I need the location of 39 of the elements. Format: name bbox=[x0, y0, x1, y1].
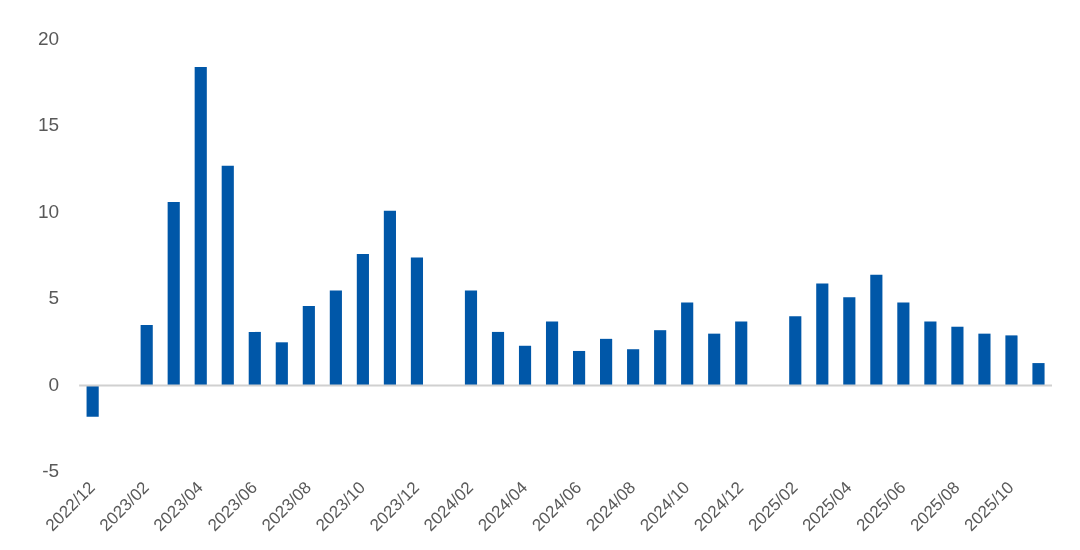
bar bbox=[545, 321, 559, 386]
bar bbox=[275, 342, 288, 386]
bar bbox=[600, 338, 613, 386]
bar bbox=[329, 290, 342, 386]
bar bbox=[924, 321, 937, 386]
y-tick-label: 10 bbox=[37, 200, 60, 222]
bar bbox=[951, 326, 964, 386]
bar bbox=[356, 254, 369, 386]
bar bbox=[708, 333, 721, 386]
y-tick-label: 15 bbox=[37, 114, 60, 136]
bar bbox=[1005, 335, 1018, 386]
bar bbox=[681, 302, 694, 386]
bar bbox=[167, 202, 180, 386]
bar bbox=[978, 333, 991, 386]
bar bbox=[573, 350, 586, 386]
y-tick-label: 0 bbox=[48, 373, 60, 395]
y-tick-label: 20 bbox=[37, 27, 60, 49]
bar bbox=[140, 325, 153, 386]
bar bbox=[86, 385, 99, 417]
y-tick-label: 5 bbox=[48, 287, 60, 309]
bar bbox=[870, 274, 883, 386]
bar bbox=[627, 349, 640, 386]
bar bbox=[302, 305, 315, 386]
bar bbox=[410, 257, 424, 386]
bar bbox=[221, 165, 234, 386]
bar bbox=[194, 67, 207, 386]
bar bbox=[491, 331, 505, 386]
bar bbox=[816, 283, 829, 386]
bar bbox=[843, 297, 856, 386]
bar bbox=[897, 302, 910, 386]
bar bbox=[248, 331, 261, 386]
bar bbox=[1032, 363, 1045, 386]
y-tick-label: -5 bbox=[42, 460, 60, 482]
bar bbox=[464, 290, 478, 386]
bar bbox=[654, 330, 667, 386]
bar bbox=[518, 345, 532, 386]
bar bbox=[735, 321, 748, 386]
bar bbox=[789, 316, 802, 386]
bar bbox=[383, 210, 396, 386]
